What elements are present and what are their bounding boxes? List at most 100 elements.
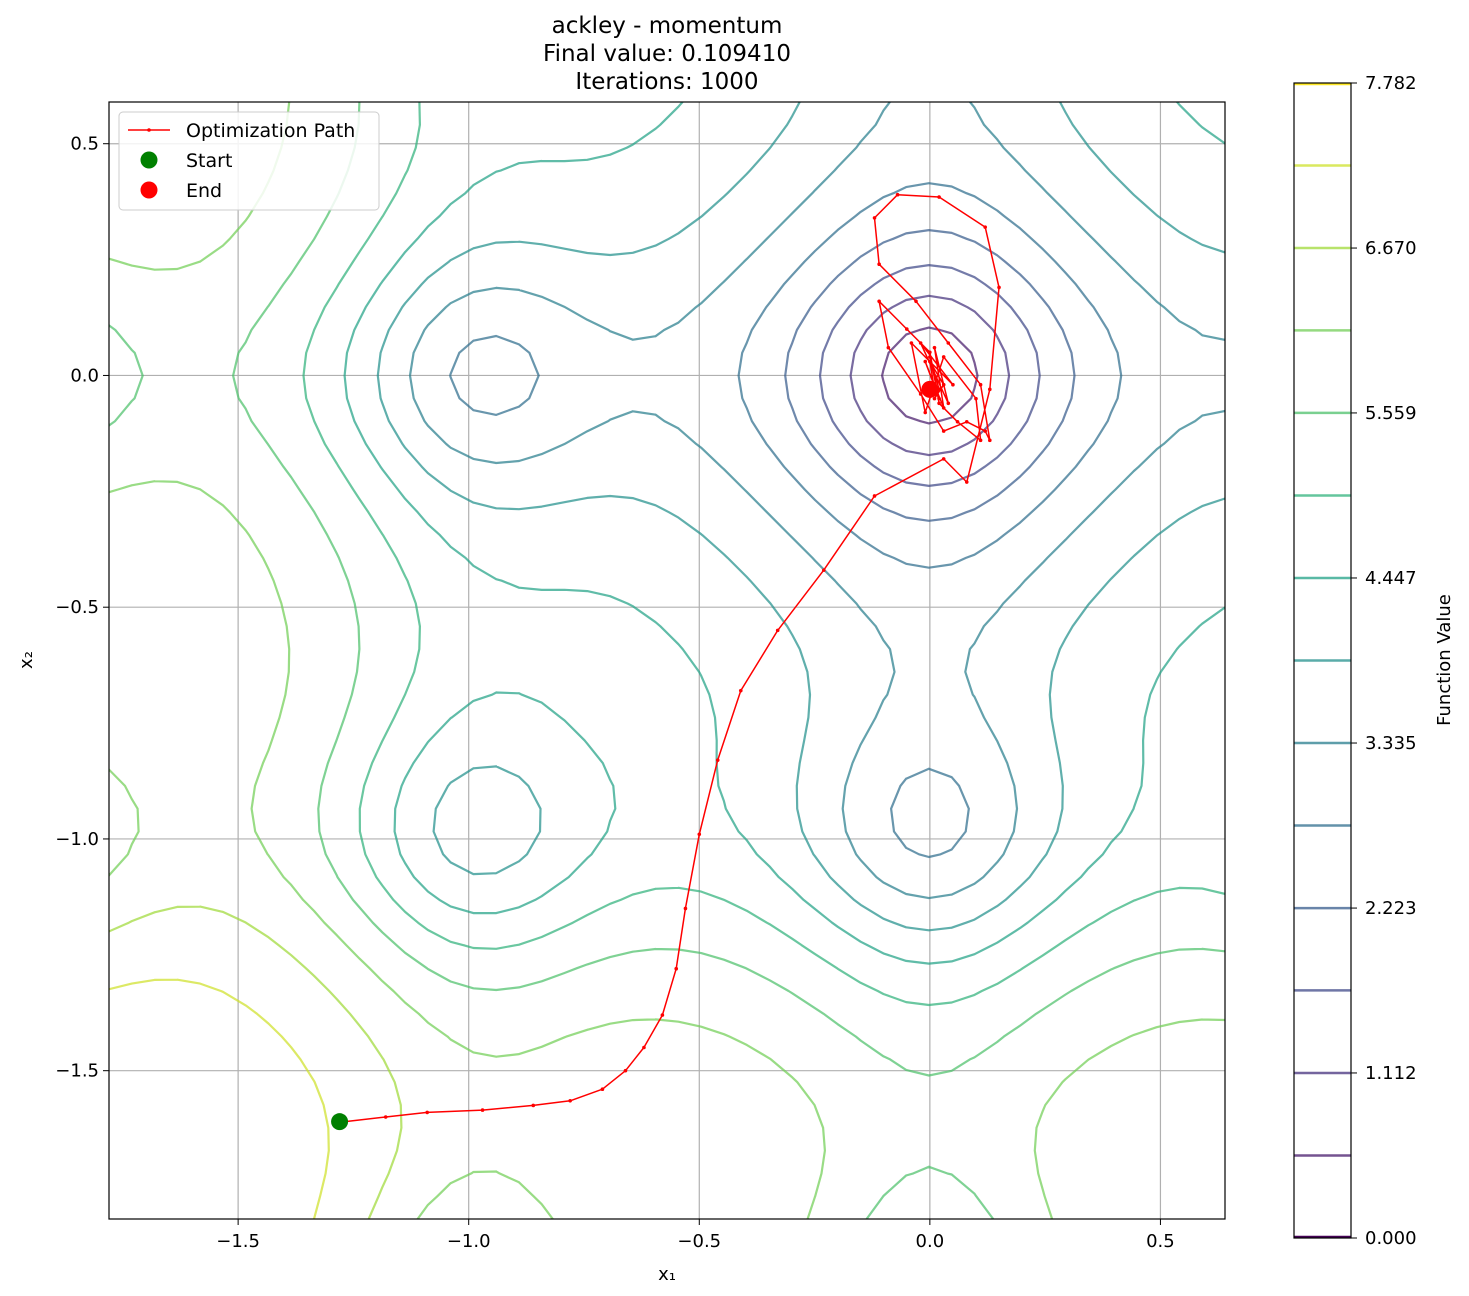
x-tick-label: −1.5 <box>216 1231 260 1252</box>
path-point <box>941 382 946 387</box>
legend-end-icon <box>140 181 158 199</box>
path-point <box>872 494 877 498</box>
path-point <box>918 392 923 396</box>
legend-box <box>118 111 380 211</box>
legend: Optimization Path Start End <box>118 111 380 211</box>
x-tick-label: 0.0 <box>916 1231 945 1252</box>
title-line-3: Iterations: 1000 <box>575 69 758 95</box>
path-point <box>932 396 937 401</box>
x-axis-ticks: −1.5 −1.0 −0.5 0.0 0.5 <box>216 1219 1175 1252</box>
path-point <box>872 216 877 220</box>
colorbar-tick-label: 4.447 <box>1365 568 1417 589</box>
path-point <box>932 345 937 350</box>
y-tick-label: 0.0 <box>70 365 99 386</box>
path-point <box>928 350 932 355</box>
path-point <box>480 1108 485 1112</box>
y-axis-label: x₂ <box>16 651 37 669</box>
path-point <box>946 401 951 406</box>
path-point <box>425 1110 429 1115</box>
x-axis-label: x₁ <box>658 1264 676 1285</box>
path-point <box>941 457 946 461</box>
path-point <box>909 341 914 345</box>
contour-lines <box>109 102 1225 1219</box>
colorbar-frame <box>1293 82 1352 1239</box>
path-point <box>946 341 951 345</box>
path-point <box>531 1103 536 1108</box>
path-point <box>988 387 992 392</box>
path-point <box>918 341 923 345</box>
path-point <box>941 355 946 359</box>
path-point <box>997 285 1001 290</box>
path-point <box>895 192 900 197</box>
y-tick-label: −1.5 <box>55 1061 99 1082</box>
contour-line <box>881 326 979 425</box>
colorbar-tick-label: 3.335 <box>1365 733 1417 754</box>
colorbar-tick-label: 1.112 <box>1365 1063 1417 1084</box>
path-point <box>974 396 978 401</box>
path-point <box>923 410 928 415</box>
colorbar-tick-label: 5.559 <box>1365 403 1417 424</box>
contour-line <box>784 229 1076 522</box>
path-point <box>738 688 743 693</box>
path-point <box>928 355 932 359</box>
path-point <box>697 832 702 837</box>
path-point <box>642 1045 646 1050</box>
path-point <box>951 382 955 387</box>
contour-line <box>343 102 1225 965</box>
path-point <box>775 628 780 633</box>
path-point <box>715 758 720 762</box>
legend-entry-end: End <box>186 180 222 202</box>
path-point <box>988 438 992 443</box>
contour-line <box>449 182 1123 859</box>
y-tick-label: −0.5 <box>55 597 99 618</box>
legend-entry-start: Start <box>186 150 232 172</box>
x-tick-label: −0.5 <box>677 1231 721 1252</box>
contour-line <box>109 978 330 1219</box>
path-point <box>568 1099 572 1103</box>
path-point <box>383 1115 388 1119</box>
path-point <box>623 1068 628 1073</box>
legend-entry-path: Optimization Path <box>186 120 355 142</box>
path-point <box>978 382 983 387</box>
end-marker <box>921 380 939 398</box>
path-point <box>877 299 881 304</box>
path-point <box>941 406 946 410</box>
colorbar-tick-label: 2.223 <box>1365 898 1417 919</box>
colorbar-tick-label: 7.782 <box>1365 73 1417 94</box>
path-point <box>937 401 941 406</box>
y-tick-label: −1.0 <box>55 829 99 850</box>
path-markers <box>331 380 939 1131</box>
path-point <box>964 480 969 484</box>
title-line-1: ackley - momentum <box>552 13 783 39</box>
colorbar: 0.000 1.112 2.223 3.335 4.447 5.559 6.670 7.782… <box>1293 73 1455 1249</box>
path-point <box>983 429 987 433</box>
optimization-path <box>342 192 1001 1124</box>
colorbar-level-lines <box>1294 82 1351 1239</box>
contour-line <box>302 102 1225 1007</box>
path-point <box>905 327 909 331</box>
path-point <box>877 262 881 267</box>
x-tick-label: 0.5 <box>1146 1231 1175 1252</box>
path-point <box>886 345 891 350</box>
colorbar-label: Function Value <box>1434 594 1455 726</box>
path-point <box>955 420 960 424</box>
path-point <box>923 359 928 364</box>
path-point <box>937 396 941 401</box>
contour-line <box>109 905 403 1219</box>
path-point <box>937 195 941 199</box>
plot-background <box>109 102 1225 1219</box>
colorbar-tick-label: 6.670 <box>1365 238 1417 259</box>
path-point <box>983 225 987 229</box>
path-point <box>941 429 946 433</box>
path-point <box>600 1087 605 1092</box>
path-point <box>683 906 688 911</box>
contour-line <box>109 102 1225 1219</box>
start-marker <box>331 1113 349 1131</box>
path-point <box>964 420 969 424</box>
x-tick-label: −1.0 <box>447 1231 491 1252</box>
path-point <box>821 568 826 572</box>
plot-frame <box>108 101 1226 1220</box>
path-point <box>928 359 932 364</box>
path-point <box>660 1013 665 1017</box>
